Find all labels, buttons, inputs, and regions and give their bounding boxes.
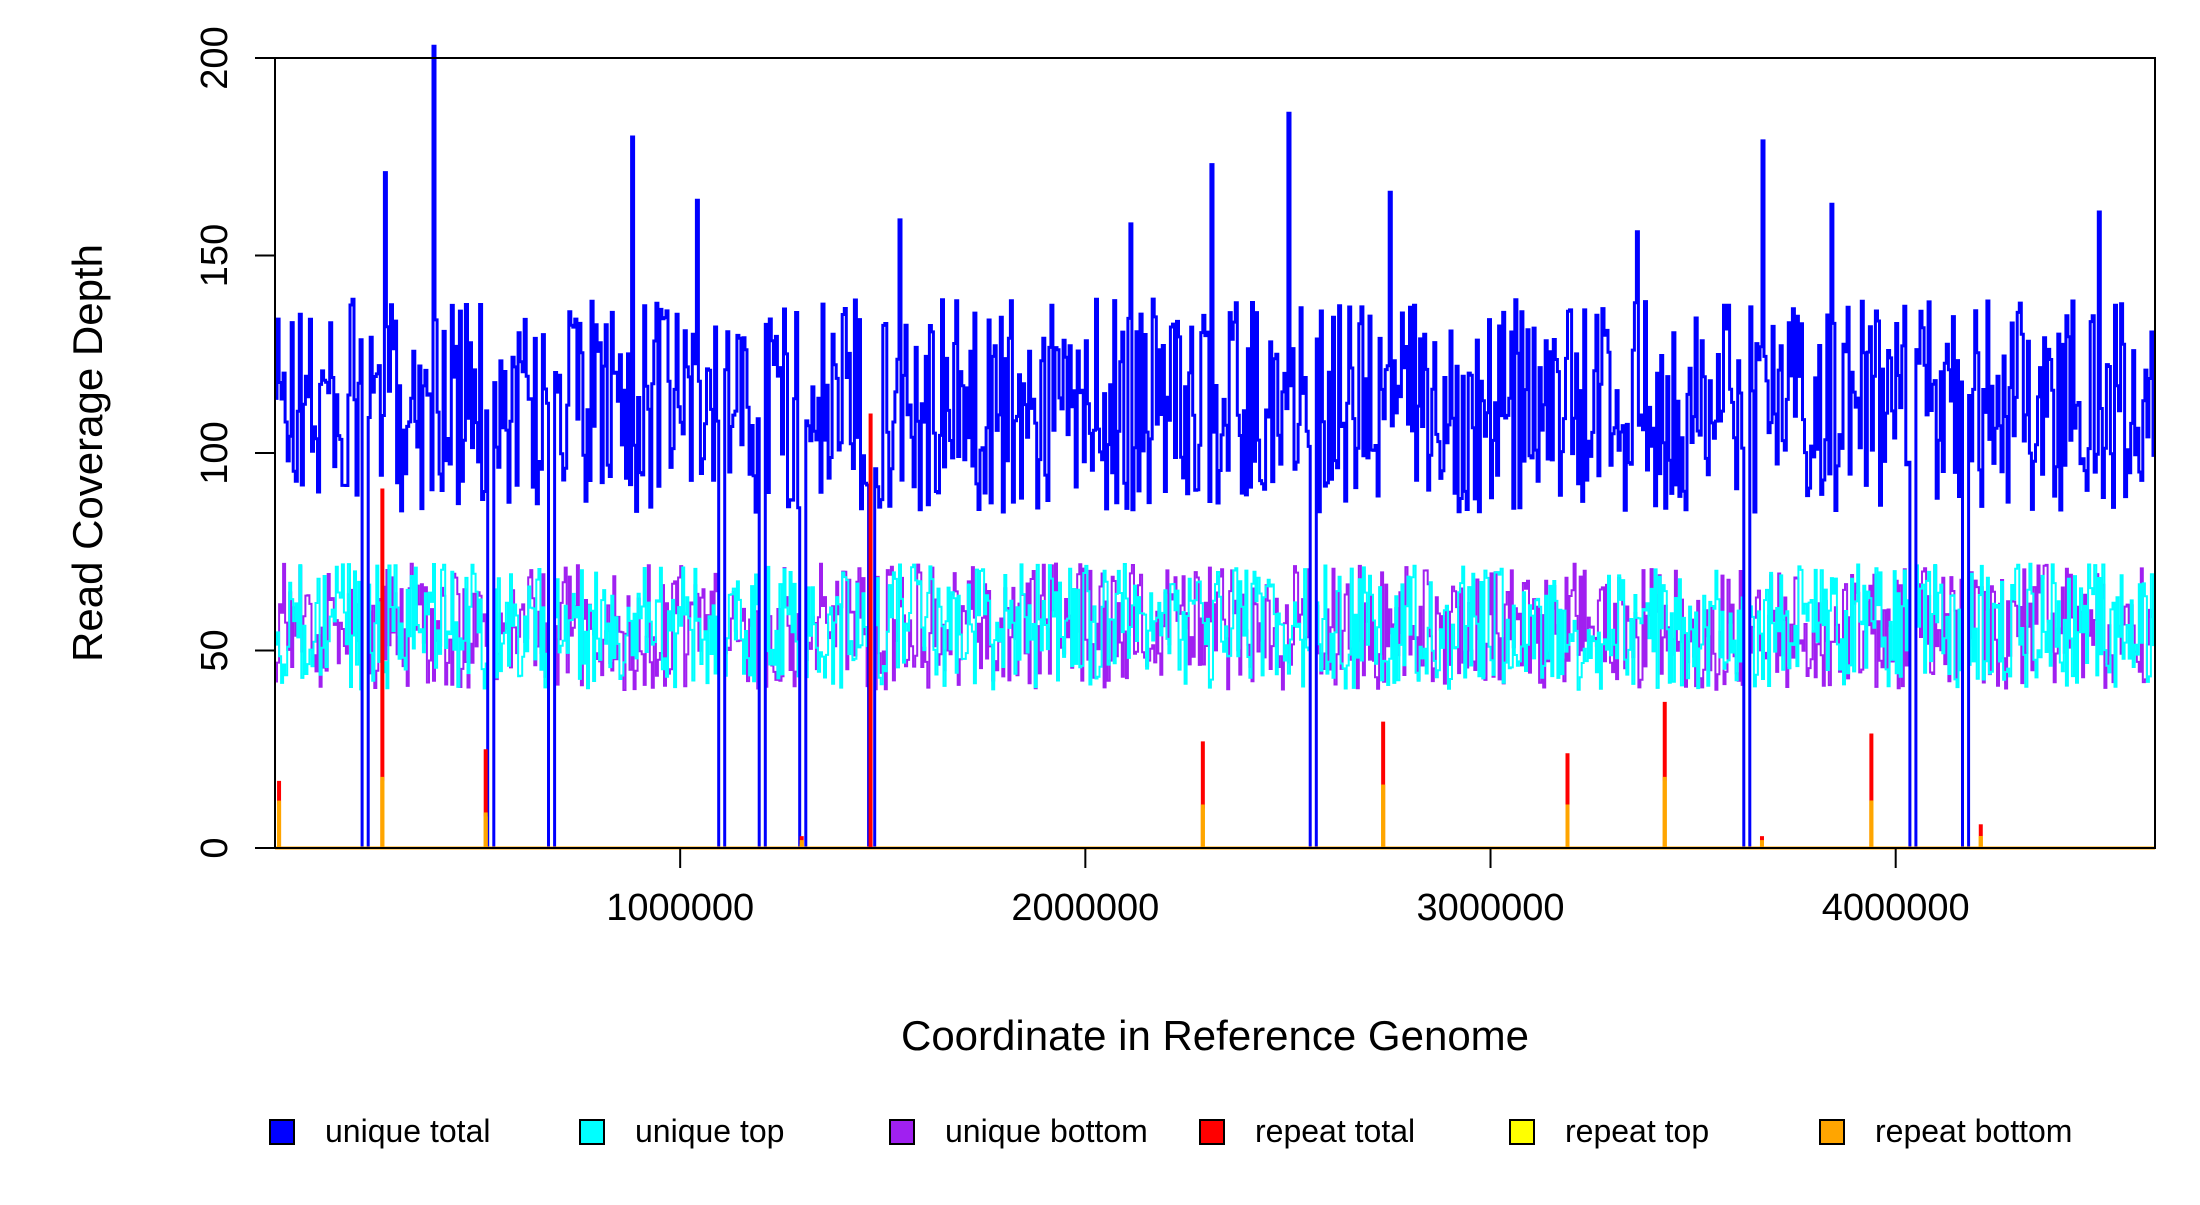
- legend-swatch: [1819, 1119, 1845, 1145]
- y-axis: 0 50 100 150 200: [194, 26, 275, 859]
- legend-label: repeat bottom: [1875, 1113, 2072, 1149]
- series-layer: [275, 44, 2155, 850]
- legend-label: repeat top: [1565, 1113, 1709, 1149]
- y-axis-title: Read Coverage Depth: [64, 244, 111, 662]
- legend-label: unique top: [635, 1113, 784, 1149]
- legend-swatch: [579, 1119, 605, 1145]
- y-tick-label: 100: [194, 421, 236, 484]
- legend-swatch: [1509, 1119, 1535, 1145]
- plot-frame: [274, 57, 2156, 849]
- y-tick-label: 0: [194, 837, 236, 858]
- series-line-unique-total: [275, 44, 2155, 850]
- x-tick-label: 2000000: [1011, 887, 1159, 929]
- y-tick-label: 150: [194, 224, 236, 287]
- legend-label: repeat total: [1255, 1113, 1415, 1149]
- y-tick-label: 50: [194, 629, 236, 671]
- x-axis: 1000000 2000000 3000000 4000000: [606, 848, 1970, 929]
- legend-label: unique bottom: [945, 1113, 1148, 1149]
- x-tick-label: 1000000: [606, 887, 754, 929]
- x-tick-label: 3000000: [1417, 887, 1565, 929]
- legend-label: unique total: [325, 1113, 490, 1149]
- series-line-unique-top: [275, 562, 2155, 849]
- x-axis-title: Coordinate in Reference Genome: [901, 1012, 1529, 1059]
- legend-swatch: [889, 1119, 915, 1145]
- x-tick-label: 4000000: [1822, 887, 1970, 929]
- y-tick-label: 200: [194, 26, 236, 89]
- legend-swatch: [1199, 1119, 1225, 1145]
- legend-swatch: [269, 1119, 295, 1145]
- legend: unique total unique top unique bottom repea…: [269, 1113, 2072, 1149]
